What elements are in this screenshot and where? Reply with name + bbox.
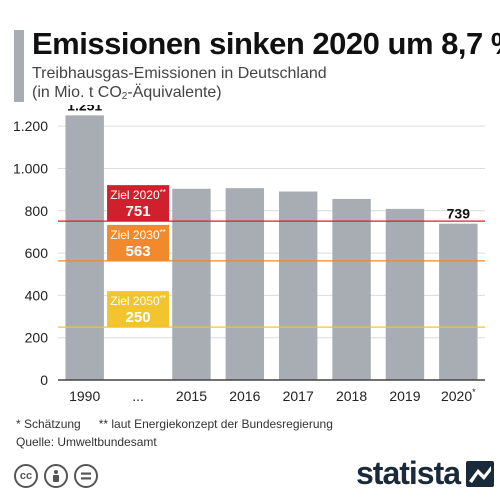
title-accent-bar [14, 30, 24, 102]
bar [439, 223, 478, 380]
note-target: ** laut Energiekonzept der Bundesregieru… [98, 417, 333, 431]
bar [172, 188, 211, 380]
data-label: 739 [447, 206, 471, 222]
statista-logo: statista [356, 455, 495, 492]
subtitle-line-1: Treibhausgas-Emissionen in Deutschland [32, 65, 327, 82]
target-label: Ziel 2050** [110, 294, 166, 308]
chart-title: Emissionen sinken 2020 um 8,7 % [32, 26, 500, 61]
bar [332, 198, 371, 380]
x-tick-label: 2015 [176, 388, 207, 404]
target-label-box [107, 224, 170, 261]
cc-icon: cc [14, 464, 38, 488]
bar [225, 188, 265, 380]
target-value: 563 [126, 243, 151, 260]
footnotes: * Schätzung ** laut Energiekonzept der Bu… [16, 415, 333, 451]
license-icons: cc [14, 464, 98, 488]
subtitle-unit-pre: (in Mio. t CO [32, 84, 122, 101]
y-tick-label: 1.200 [13, 118, 48, 134]
footnote-line-1: * Schätzung ** laut Energiekonzept der Bu… [16, 415, 333, 433]
target-label-box [107, 185, 170, 222]
brand-name: statista [356, 455, 461, 491]
x-tick-label: 2017 [283, 388, 314, 404]
note-estimate: * Schätzung [16, 417, 81, 431]
bar [278, 191, 318, 380]
bar-chart: 0 200 400 600 800 1.000 1.200 1990 1.251... 2015 2… [13, 105, 485, 404]
subtitle-unit-post: -Äquivalente) [127, 84, 222, 101]
subtitle-line-2: (in Mio. t CO2-Äquivalente) [32, 83, 327, 106]
bar [65, 115, 104, 380]
target-label-box [107, 291, 170, 328]
x-tick-label: ... [132, 388, 144, 404]
x-tick-label: 2020* [441, 387, 476, 404]
x-tick-label: 2019 [389, 388, 420, 404]
target-label: Ziel 2020** [110, 188, 166, 202]
y-tick-label: 600 [25, 245, 49, 261]
chart-subtitle: Treibhausgas-Emissionen in Deutschland (… [32, 64, 327, 106]
source-note: Quelle: Umweltbundesamt [16, 435, 157, 449]
y-tick-label: 800 [25, 203, 49, 219]
person-icon [44, 464, 68, 488]
statista-mark-icon [466, 460, 495, 487]
x-tick-label: 2016 [229, 388, 260, 404]
target-value: 250 [126, 309, 151, 326]
y-tick-label: 200 [25, 330, 49, 346]
data-label: 1.251 [67, 105, 102, 113]
bar [385, 208, 425, 380]
y-tick-label: 400 [25, 287, 49, 303]
x-tick-label: 1990 [69, 388, 100, 404]
target-label: Ziel 2030** [110, 228, 166, 242]
subtitle-unit-sub: 2 [121, 91, 128, 102]
y-tick-label: 0 [40, 372, 48, 388]
equals-icon [74, 464, 98, 488]
y-tick-label: 1.000 [13, 160, 48, 176]
x-tick-label: 2018 [336, 388, 367, 404]
target-value: 751 [126, 203, 151, 220]
